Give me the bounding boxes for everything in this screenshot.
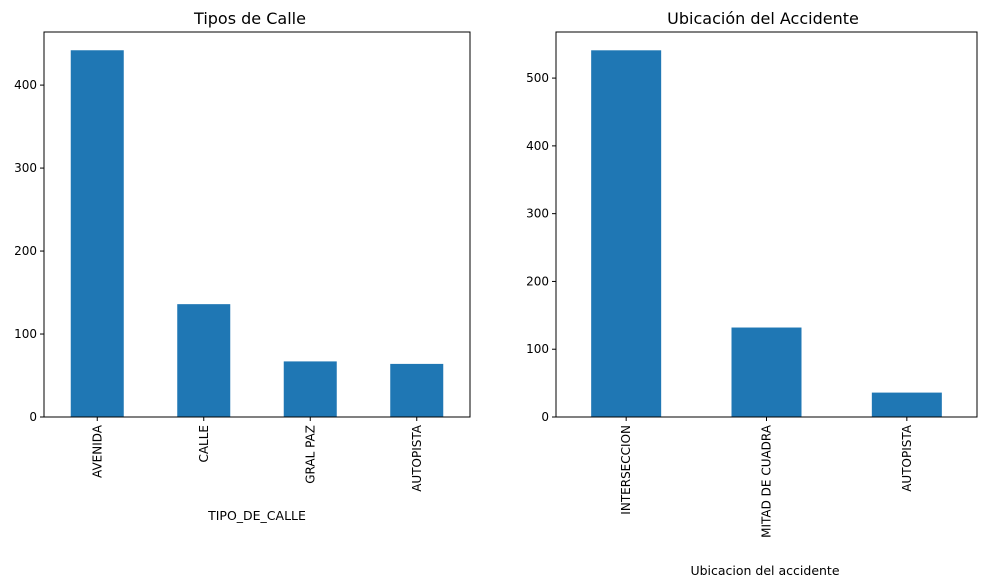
bar-avenida bbox=[70, 50, 124, 418]
y-tick-label: 500 bbox=[526, 71, 549, 85]
chart-left: Tipos de Calle 0 100 200 300 400 AVENIDA CALL… bbox=[14, 9, 471, 523]
chart-right: Ubicación del Accidente 0 100 200 300 400 500… bbox=[526, 9, 978, 578]
y-tick-label: 100 bbox=[14, 327, 37, 341]
x-tick-label: AVENIDA bbox=[90, 424, 104, 478]
y-tick-label: 300 bbox=[526, 207, 549, 221]
bar-autopista bbox=[390, 363, 444, 417]
bars bbox=[70, 50, 444, 418]
x-tick-label: MITAD DE CUADRA bbox=[760, 424, 774, 538]
x-tick-label: CALLE bbox=[197, 425, 211, 463]
y-tick-label: 400 bbox=[526, 139, 549, 153]
bar-mitad-de-cuadra bbox=[731, 327, 802, 417]
bar-interseccion bbox=[591, 50, 662, 417]
plot-frame bbox=[43, 31, 471, 418]
y-tick-label: 400 bbox=[14, 78, 37, 92]
y-tick-label: 200 bbox=[14, 244, 37, 258]
x-tick-label: INTERSECCION bbox=[619, 425, 633, 515]
y-tick-label: 100 bbox=[526, 342, 549, 356]
y-tick-label: 300 bbox=[14, 161, 37, 175]
y-tick-label: 0 bbox=[541, 410, 549, 424]
x-axis-label: Ubicacion del accidente bbox=[690, 563, 839, 578]
y-axis: 0 100 200 300 400 bbox=[14, 78, 44, 424]
x-axis: AVENIDA CALLE GRAL PAZ AUTOPISTA bbox=[90, 417, 424, 492]
bar-calle bbox=[177, 304, 231, 417]
chart-title: Tipos de Calle bbox=[193, 9, 306, 28]
y-axis: 0 100 200 300 400 500 bbox=[526, 71, 556, 424]
y-tick-label: 200 bbox=[526, 274, 549, 288]
bar-gral-paz bbox=[283, 361, 337, 417]
chart-title: Ubicación del Accidente bbox=[667, 9, 859, 28]
bars bbox=[591, 50, 942, 417]
plot-frame bbox=[555, 31, 978, 418]
x-tick-label: GRAL PAZ bbox=[303, 425, 317, 484]
bar-autopista bbox=[871, 392, 942, 417]
x-tick-label: AUTOPISTA bbox=[410, 424, 424, 492]
x-axis-label: TIPO_DE_CALLE bbox=[207, 508, 306, 523]
x-axis: INTERSECCION MITAD DE CUADRA AUTOPISTA bbox=[619, 417, 914, 538]
y-tick-label: 0 bbox=[29, 410, 37, 424]
x-tick-label: AUTOPISTA bbox=[900, 424, 914, 492]
